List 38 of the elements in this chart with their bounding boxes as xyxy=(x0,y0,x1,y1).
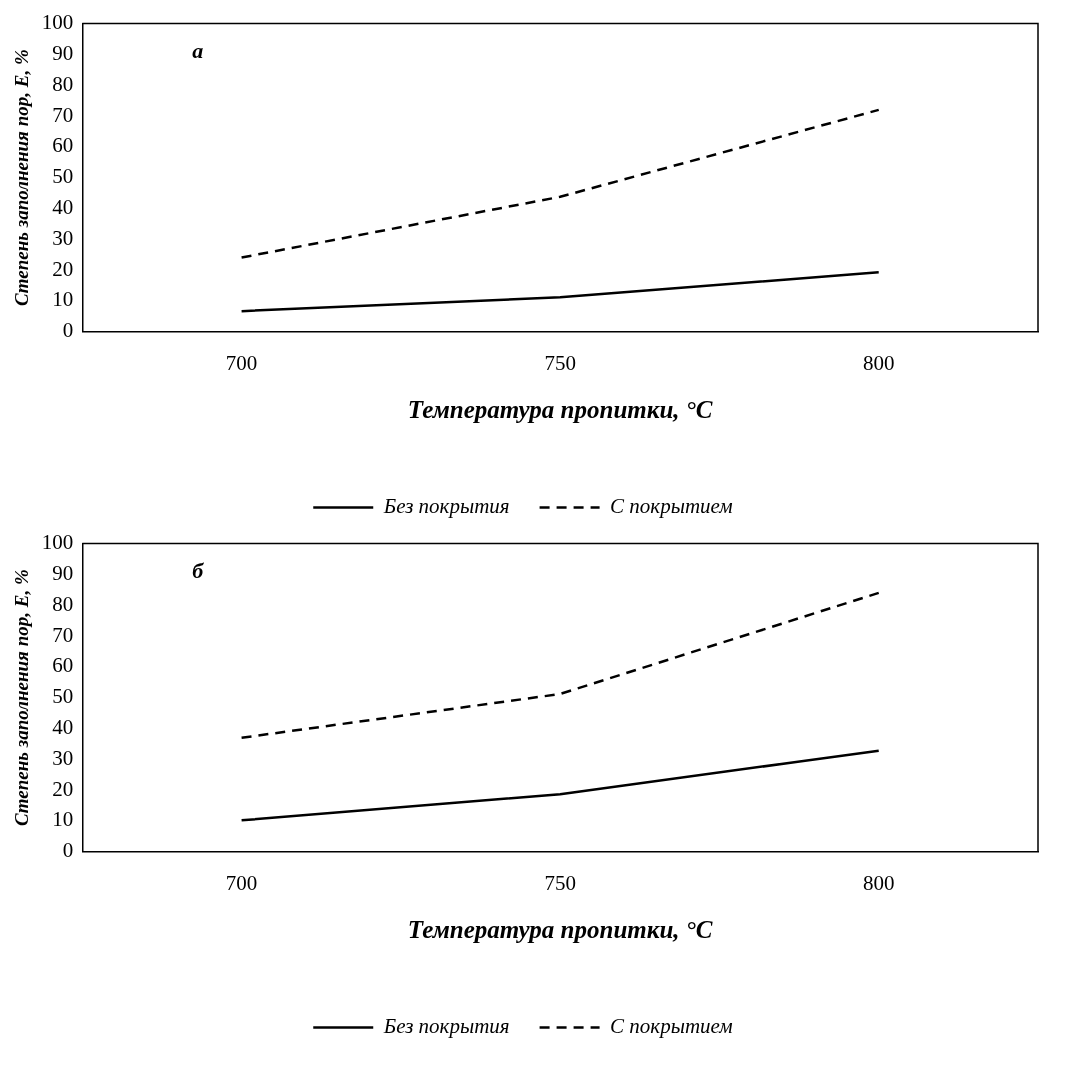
y-axis-title: Степень заполнения пор, E, % xyxy=(11,49,33,307)
y-tick-label: 40 xyxy=(52,715,74,740)
x-tick-label: 800 xyxy=(862,350,895,375)
y-tick-label: 20 xyxy=(52,256,74,281)
y-tick-label: 50 xyxy=(52,164,74,189)
x-axis-title: Температура пропитки, °C xyxy=(407,916,713,944)
y-tick-label: 10 xyxy=(52,807,74,832)
x-tick-label: 700 xyxy=(225,870,258,895)
y-tick-label: 0 xyxy=(62,318,74,343)
y-tick-label: 40 xyxy=(52,195,74,220)
legend-label: Без покрытия xyxy=(382,494,510,519)
x-tick-label: 750 xyxy=(544,350,576,375)
y-tick-label: 0 xyxy=(62,838,74,863)
x-tick-label: 700 xyxy=(225,350,258,375)
x-tick-label: 800 xyxy=(862,870,895,895)
y-tick-label: 70 xyxy=(52,102,74,127)
legend-label: Без покрытия xyxy=(382,1014,510,1039)
y-tick-label: 90 xyxy=(52,560,74,585)
y-tick-label: 100 xyxy=(41,530,74,555)
y-tick-label: 10 xyxy=(52,287,74,312)
legend-label: С покрытием xyxy=(610,494,733,519)
annotation: а xyxy=(192,38,204,64)
y-axis-title: Степень заполнения пор, E, % xyxy=(11,569,33,827)
y-tick-label: 100 xyxy=(41,10,74,35)
y-tick-label: 60 xyxy=(52,653,74,678)
y-tick-label: 30 xyxy=(52,225,74,250)
y-tick-label: 50 xyxy=(52,684,74,709)
x-tick-label: 750 xyxy=(544,870,576,895)
y-tick-label: 20 xyxy=(52,776,74,801)
y-tick-label: 80 xyxy=(52,591,74,616)
y-tick-label: 80 xyxy=(52,71,74,96)
legend-label: С покрытием xyxy=(610,1014,733,1039)
annotation: б xyxy=(192,558,205,584)
y-tick-label: 70 xyxy=(52,622,74,647)
y-tick-label: 60 xyxy=(52,133,74,158)
x-axis-title: Температура пропитки, °C xyxy=(407,396,713,424)
y-tick-label: 90 xyxy=(52,40,74,65)
y-tick-label: 30 xyxy=(52,745,74,770)
